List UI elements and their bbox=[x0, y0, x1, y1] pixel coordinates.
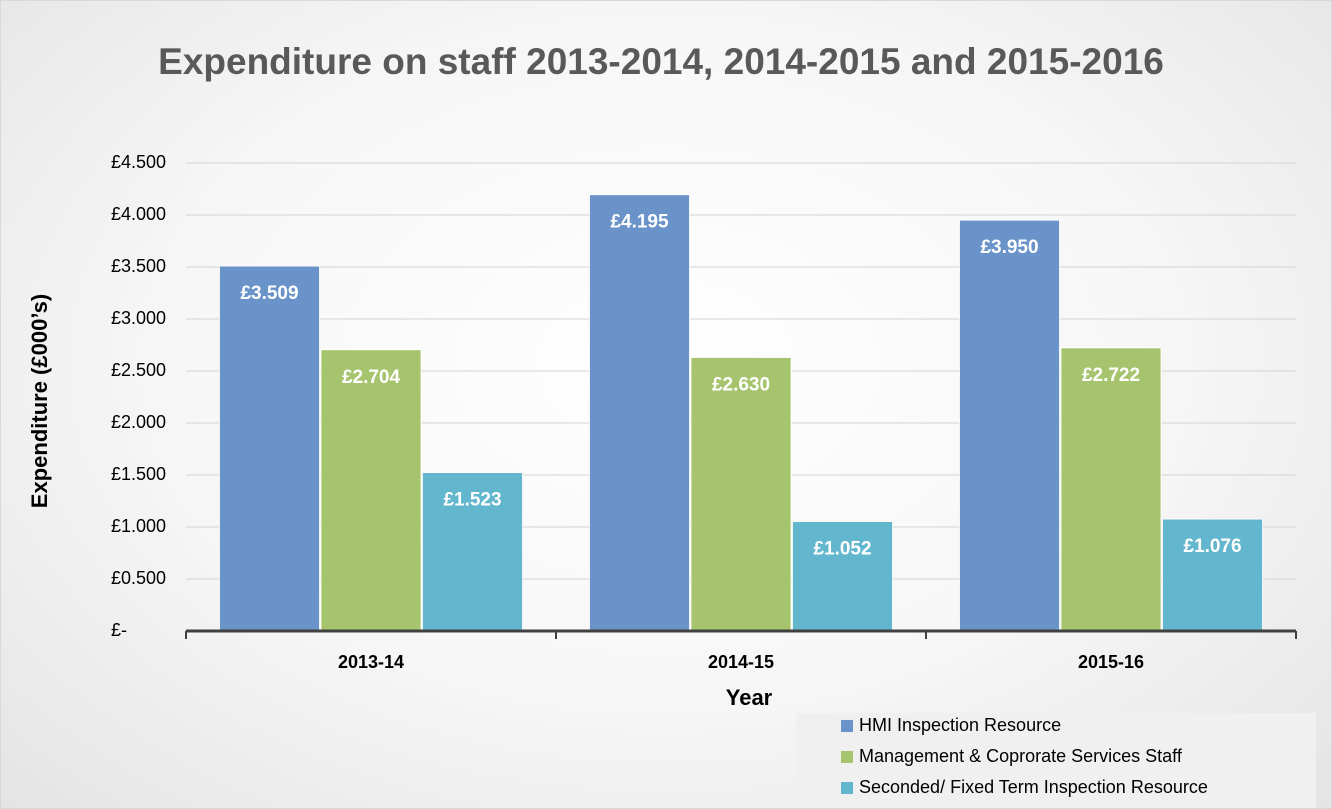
y-tick-label: £- bbox=[111, 620, 127, 640]
x-tick-label: 2013-14 bbox=[338, 652, 404, 672]
y-tick-label: £2.500 bbox=[111, 360, 166, 380]
data-label: £2.704 bbox=[342, 367, 401, 388]
data-label: £1.076 bbox=[1183, 536, 1241, 557]
chart-title: Expenditure on staff 2013-2014, 2014-201… bbox=[158, 41, 1164, 82]
legend-label: HMI Inspection Resource bbox=[859, 715, 1061, 735]
legend-box bbox=[796, 713, 1316, 808]
y-tick-label: £1.500 bbox=[111, 464, 166, 484]
data-label: £3.950 bbox=[980, 237, 1038, 258]
y-tick-label: £0.500 bbox=[111, 568, 166, 588]
legend-swatch bbox=[841, 751, 853, 763]
y-tick-label: £4.500 bbox=[111, 152, 166, 172]
data-label: £3.509 bbox=[240, 283, 298, 304]
legend-swatch bbox=[841, 720, 853, 732]
bar bbox=[320, 349, 422, 632]
bar bbox=[959, 219, 1060, 632]
y-tick-label: £1.000 bbox=[111, 516, 166, 536]
legend-label: Management & Coprorate Services Staff bbox=[859, 746, 1183, 766]
y-tick-label: £3.000 bbox=[111, 308, 166, 328]
bar bbox=[1060, 347, 1162, 632]
bar bbox=[690, 357, 792, 632]
data-label: £1.052 bbox=[813, 539, 871, 560]
y-tick-label: £3.500 bbox=[111, 256, 166, 276]
y-tick-label: £2.000 bbox=[111, 412, 166, 432]
bar bbox=[219, 265, 320, 632]
y-tick-label: £4.000 bbox=[111, 204, 166, 224]
bar bbox=[589, 194, 690, 632]
data-label: £2.722 bbox=[1082, 365, 1140, 386]
x-tick-label: 2014-15 bbox=[708, 652, 774, 672]
bar bbox=[422, 472, 523, 632]
legend-swatch bbox=[841, 782, 853, 794]
legend-label: Seconded/ Fixed Term Inspection Resource bbox=[859, 777, 1208, 797]
data-label: £1.523 bbox=[443, 490, 501, 511]
y-axis-label: Expenditure (£000’s) bbox=[27, 294, 52, 508]
data-label: £2.630 bbox=[712, 374, 770, 395]
x-axis-label: Year bbox=[726, 685, 773, 710]
x-tick-label: 2015-16 bbox=[1078, 652, 1144, 672]
data-label: £4.195 bbox=[610, 212, 669, 233]
